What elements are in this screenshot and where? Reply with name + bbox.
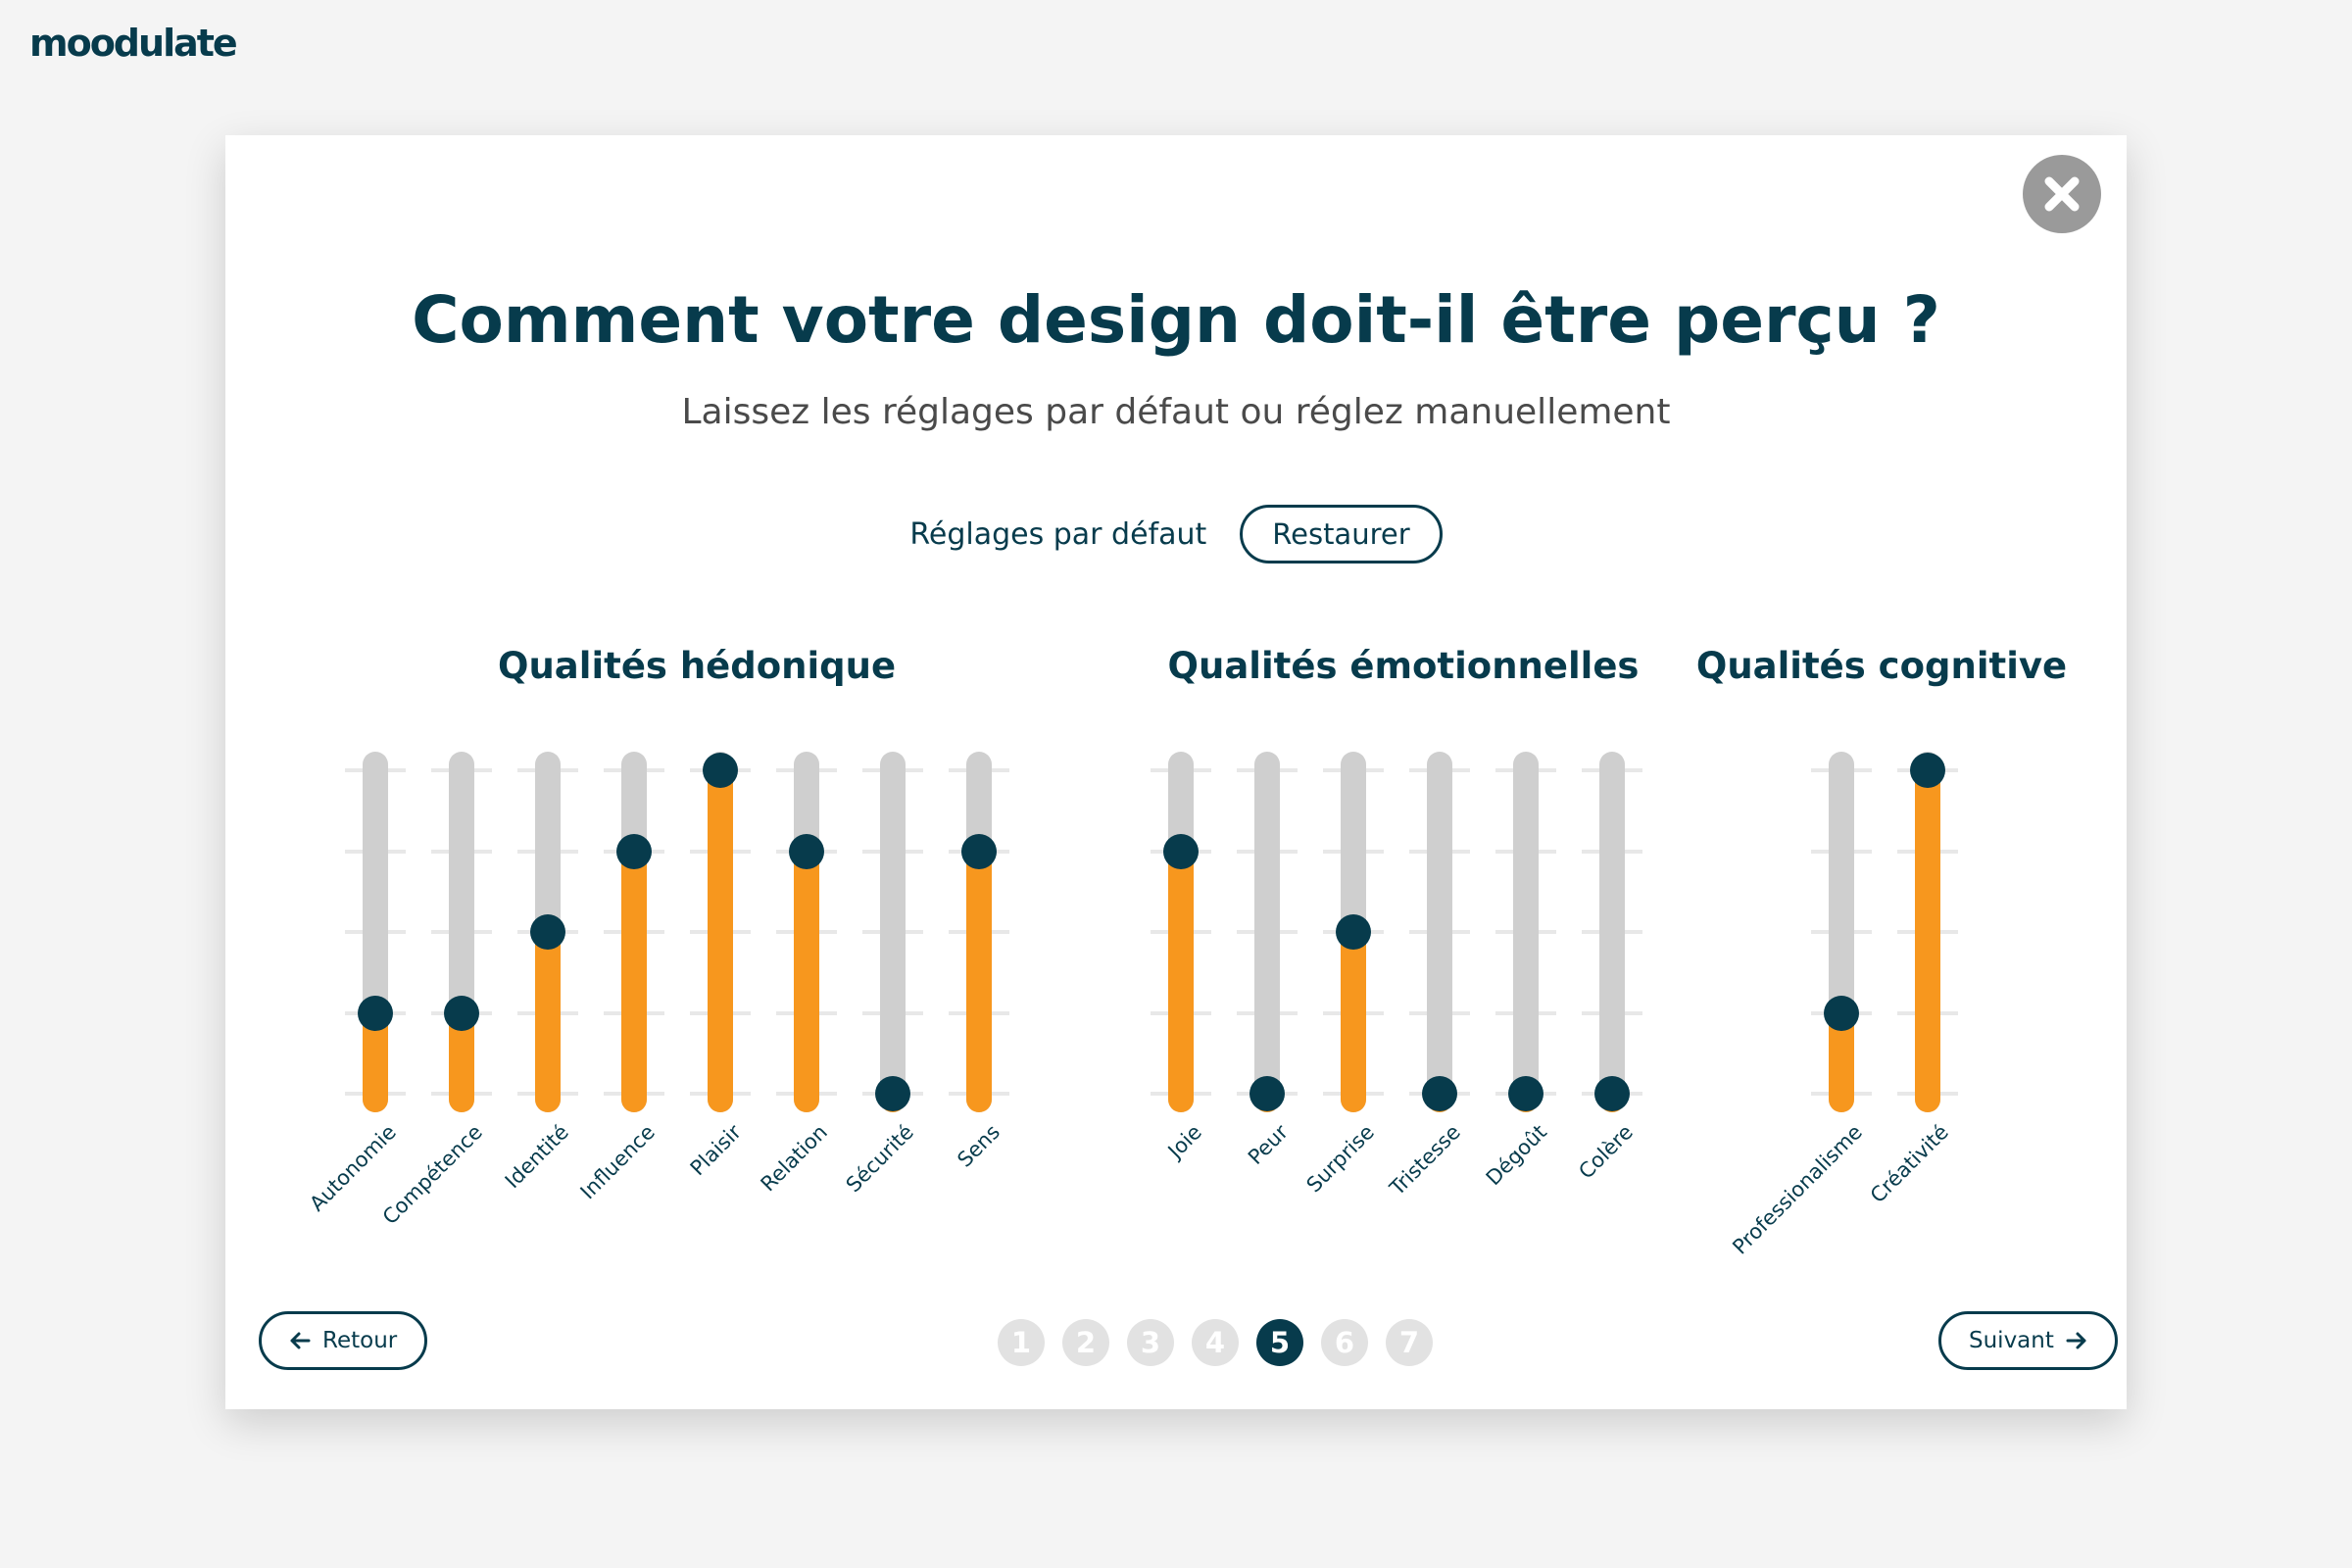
page-subtitle: Laissez les réglages par défaut ou régle… (681, 392, 1671, 432)
slider-label: Surprise (1301, 1120, 1379, 1198)
slider-fill (794, 851, 819, 1112)
slider-relation[interactable] (789, 752, 824, 1112)
slider-handle[interactable] (1910, 753, 1945, 788)
slider-handle[interactable] (875, 1076, 910, 1111)
page-dot-7[interactable]: 7 (1386, 1319, 1433, 1366)
slider-label: Sécurité (841, 1120, 918, 1198)
slider-label: Créativité (1865, 1120, 1953, 1208)
slider-handle[interactable] (1594, 1076, 1630, 1111)
slider-professionalisme[interactable] (1824, 752, 1859, 1112)
page-dot-6[interactable]: 6 (1321, 1319, 1368, 1366)
slider-label: Peur (1243, 1120, 1293, 1170)
page-dot-2[interactable]: 2 (1062, 1319, 1109, 1366)
next-label: Suivant (1969, 1328, 2054, 1353)
slider-fill (1341, 932, 1366, 1112)
slider-sens[interactable] (961, 752, 997, 1112)
defaults-label: Réglages par défaut (909, 516, 1207, 552)
slider-label: Tristesse (1385, 1120, 1465, 1200)
app-logo: moodulate (29, 22, 238, 65)
slider-track[interactable] (1254, 752, 1280, 1112)
slider-degout[interactable] (1508, 752, 1544, 1112)
slider-handle[interactable] (1422, 1076, 1457, 1111)
slider-label: Sens (953, 1120, 1004, 1172)
page-dot-5[interactable]: 5 (1256, 1319, 1303, 1366)
slider-creativite[interactable] (1910, 752, 1945, 1112)
group-title-cognitive: Qualités cognitive (1695, 645, 2068, 687)
slider-handle[interactable] (444, 995, 479, 1031)
slider-handle[interactable] (789, 833, 824, 869)
slider-autonomie[interactable] (358, 752, 393, 1112)
slider-fill (1915, 770, 1940, 1112)
slider-track[interactable] (1427, 752, 1452, 1112)
slider-handle[interactable] (961, 833, 997, 869)
slider-label: Colère (1574, 1120, 1638, 1184)
slider-handle[interactable] (1824, 995, 1859, 1031)
slider-label: Autonomie (305, 1120, 401, 1216)
slider-handle[interactable] (530, 914, 565, 950)
slider-handle[interactable] (703, 753, 738, 788)
slider-handle[interactable] (1508, 1076, 1544, 1111)
slider-securite[interactable] (875, 752, 910, 1112)
defaults-row: Réglages par défaut Restaurer (225, 502, 2127, 566)
arrow-left-icon (290, 1332, 311, 1349)
arrow-right-icon (2066, 1332, 2086, 1349)
page-title: Comment votre design doit-il être perçu … (412, 282, 1940, 358)
page-dot-1[interactable]: 1 (998, 1319, 1045, 1366)
slider-colere[interactable] (1594, 752, 1630, 1112)
close-button[interactable] (2023, 155, 2101, 233)
slider-handle[interactable] (1250, 1076, 1285, 1111)
slider-track[interactable] (1599, 752, 1625, 1112)
slider-fill (1168, 851, 1194, 1112)
slider-label: Relation (756, 1120, 832, 1197)
back-label: Retour (322, 1328, 398, 1353)
slider-competence[interactable] (444, 752, 479, 1112)
slider-label: Professionalisme (1728, 1120, 1867, 1259)
slider-track[interactable] (1513, 752, 1539, 1112)
slider-handle[interactable] (616, 833, 652, 869)
slider-track[interactable] (880, 752, 906, 1112)
slider-peur[interactable] (1250, 752, 1285, 1112)
settings-modal: Comment votre design doit-il être perçu … (225, 135, 2127, 1409)
slider-surprise[interactable] (1336, 752, 1371, 1112)
slider-plaisir[interactable] (703, 752, 738, 1112)
group-title-emotional: Qualités émotionnelles (1167, 645, 1640, 687)
slider-label: Dégoût (1481, 1120, 1551, 1191)
slider-label: Plaisir (685, 1120, 746, 1181)
group-title-hedonic: Qualités hédonique (498, 645, 897, 687)
slider-tristesse[interactable] (1422, 752, 1457, 1112)
slider-identite[interactable] (530, 752, 565, 1112)
slider-handle[interactable] (1336, 914, 1371, 950)
page-dot-3[interactable]: 3 (1127, 1319, 1174, 1366)
back-button[interactable]: Retour (259, 1311, 428, 1370)
page-dot-4[interactable]: 4 (1192, 1319, 1239, 1366)
slider-fill (621, 851, 647, 1112)
slider-handle[interactable] (358, 995, 393, 1031)
restore-button[interactable]: Restaurer (1240, 505, 1443, 564)
close-icon (2044, 176, 2080, 212)
slider-fill (708, 770, 733, 1112)
next-button[interactable]: Suivant (1938, 1311, 2118, 1370)
slider-influence[interactable] (616, 752, 652, 1112)
slider-label: Identité (500, 1120, 573, 1194)
slider-joie[interactable] (1163, 752, 1199, 1112)
slider-handle[interactable] (1163, 833, 1199, 869)
slider-label: Joie (1163, 1120, 1206, 1163)
slider-fill (535, 932, 561, 1112)
slider-label: Influence (575, 1120, 660, 1204)
slider-fill (966, 851, 992, 1112)
